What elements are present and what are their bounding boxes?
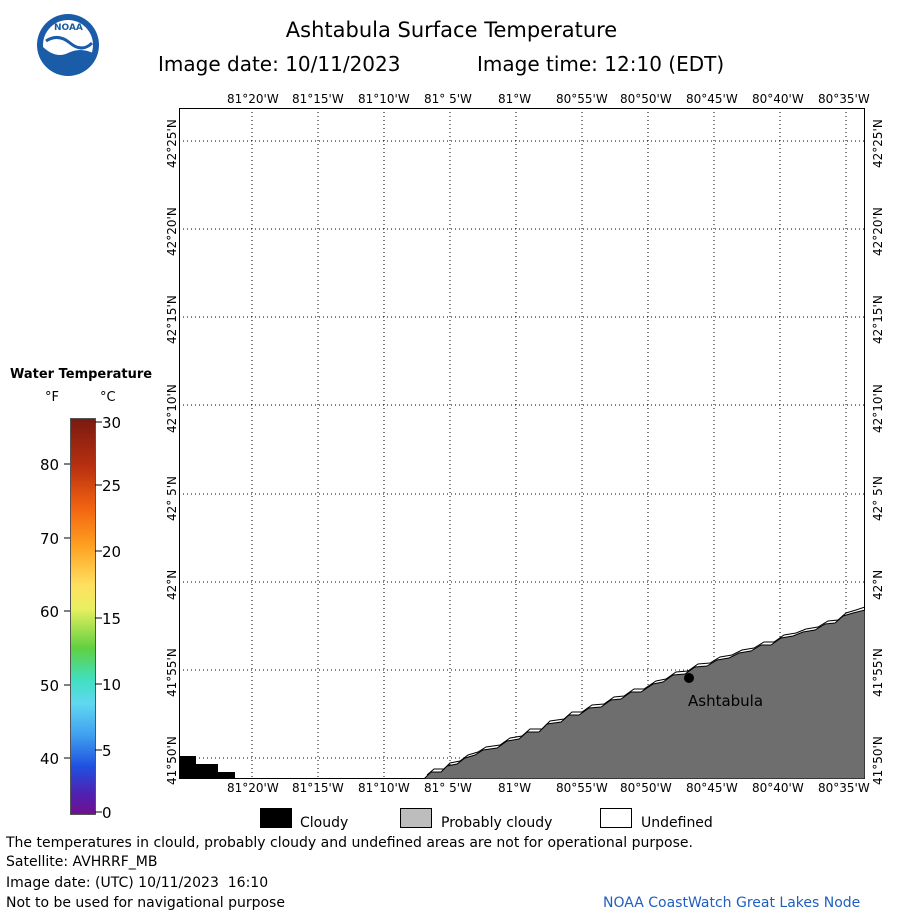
disclaimer-note: The temperatures in clould, probably clo… — [6, 835, 693, 851]
image-time: Image time: 12:10 (EDT) — [477, 52, 725, 76]
c-tick: 10 — [102, 676, 122, 694]
ashtabula-marker — [684, 673, 694, 683]
lat-label: 42°20'N — [165, 207, 179, 256]
temperature-color-bar — [70, 418, 96, 815]
lon-label: 81° 5'W — [424, 781, 472, 795]
lat-label: 42°10'N — [165, 384, 179, 433]
lat-label: 42°10'N — [871, 384, 885, 433]
f-tick: 40 — [40, 750, 60, 768]
legend-title: Water Temperature — [10, 367, 153, 382]
legend-ticks — [64, 421, 102, 813]
logo-text: NOAA — [54, 23, 83, 33]
lon-label: 80°55'W — [556, 92, 608, 106]
f-tick: 70 — [40, 530, 60, 548]
lon-label: 80°45'W — [686, 781, 738, 795]
lat-label: 41°55'N — [871, 648, 885, 697]
c-tick: 0 — [102, 804, 112, 822]
lat-label: 42°25'N — [871, 119, 885, 168]
map-title: Ashtabula Surface Temperature — [285, 18, 618, 42]
lat-label: 42°20'N — [871, 207, 885, 256]
probably-cloudy-swatch — [400, 808, 432, 828]
cloud-patches — [179, 756, 235, 779]
lon-label: 80°55'W — [556, 781, 608, 795]
lat-label: 41°55'N — [165, 648, 179, 697]
lat-label: 42° 5'N — [165, 476, 179, 521]
lon-label: 81°10'W — [358, 781, 410, 795]
place-label: Ashtabula — [688, 692, 764, 710]
lat-label: 42°15'N — [871, 295, 885, 344]
lon-label: 80°45'W — [686, 92, 738, 106]
undefined-label: Undefined — [641, 815, 713, 831]
lon-label: 80°40'W — [752, 92, 804, 106]
map-canvas — [179, 108, 865, 779]
lon-label: 81°10'W — [358, 92, 410, 106]
lon-label: 81°20'W — [227, 781, 279, 795]
lon-label: 81°20'W — [227, 92, 279, 106]
cloudy-swatch — [260, 808, 292, 828]
lon-label: 81° 5'W — [424, 92, 472, 106]
lon-label: 81°W — [498, 92, 532, 106]
lon-label: 81°W — [498, 781, 532, 795]
f-tick: 60 — [40, 603, 60, 621]
c-tick: 20 — [102, 543, 122, 561]
c-tick: 30 — [102, 414, 122, 432]
utc-date: Image date: (UTC) 10/11/2023 16:10 — [6, 875, 269, 891]
unit-c: °C — [100, 390, 116, 405]
lon-label: 80°35'W — [818, 92, 870, 106]
lat-label: 42°N — [871, 569, 885, 600]
unit-f: °F — [45, 390, 59, 405]
lon-label: 81°15'W — [292, 92, 344, 106]
lat-label: 42°25'N — [165, 119, 179, 168]
undefined-swatch — [600, 808, 632, 828]
satellite-info: Satellite: AVHRRF_MB — [6, 854, 158, 870]
coastwatch-node: NOAA CoastWatch Great Lakes Node — [603, 895, 861, 911]
image-date: Image date: 10/11/2023 — [158, 52, 401, 76]
lat-label: 41°50'N — [871, 736, 885, 785]
lat-label: 42° 5'N — [871, 476, 885, 521]
noaa-logo: NOAA — [36, 13, 100, 77]
land-area — [423, 609, 865, 779]
lon-label: 80°50'W — [620, 781, 672, 795]
lat-label: 41°50'N — [165, 736, 179, 785]
c-tick: 5 — [102, 742, 112, 760]
lat-label: 42°N — [165, 569, 179, 600]
c-tick: 15 — [102, 610, 122, 628]
lon-label: 80°50'W — [620, 92, 672, 106]
lon-label: 80°35'W — [818, 781, 870, 795]
f-tick: 80 — [40, 456, 60, 474]
f-tick: 50 — [40, 677, 60, 695]
lat-label: 42°15'N — [165, 295, 179, 344]
lon-label: 80°40'W — [752, 781, 804, 795]
c-tick: 25 — [102, 477, 122, 495]
navigation-warning: Not to be used for navigational purpose — [6, 895, 285, 911]
probably-cloudy-label: Probably cloudy — [441, 815, 553, 831]
lon-label: 81°15'W — [292, 781, 344, 795]
cloudy-label: Cloudy — [300, 815, 349, 831]
